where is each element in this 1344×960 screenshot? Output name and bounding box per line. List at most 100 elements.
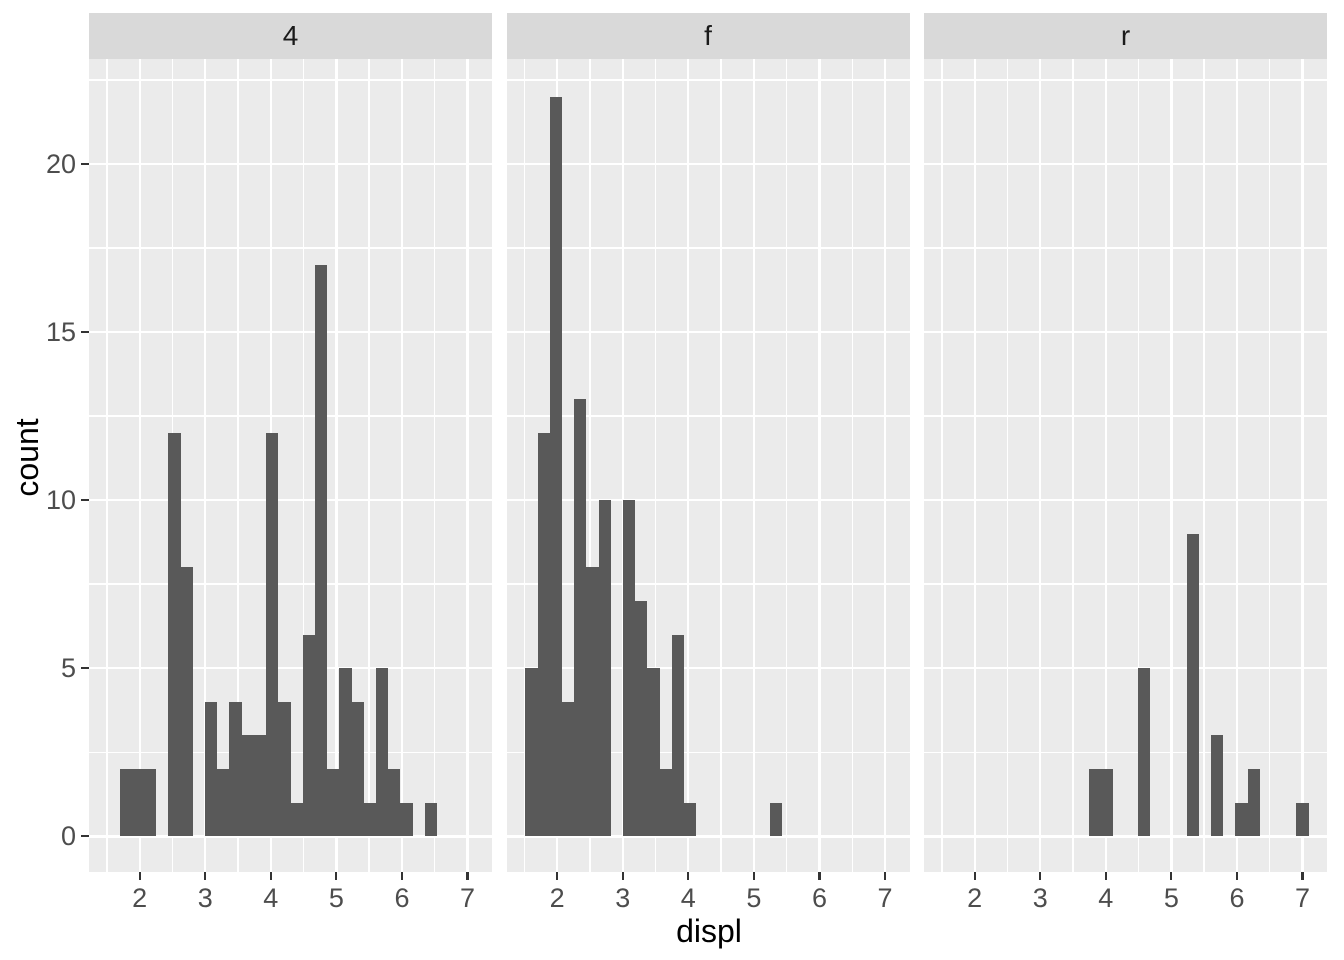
histogram-bar — [646, 668, 660, 836]
gridline-minor-x — [434, 59, 436, 872]
x-tick-mark — [883, 872, 887, 880]
histogram-bar — [634, 601, 647, 836]
x-tick-label: 7 — [877, 883, 893, 913]
y-tick-mark — [81, 330, 89, 334]
x-tick-label: 6 — [811, 883, 827, 913]
gridline-minor-y — [506, 583, 910, 585]
x-tick-label: 6 — [394, 883, 410, 913]
x-tick-mark — [1104, 872, 1107, 880]
gridline-minor-x — [368, 59, 370, 872]
histogram-bar — [364, 803, 376, 836]
gridline-major-x — [1301, 59, 1304, 872]
gridline-major-y — [924, 835, 1327, 838]
x-tick-mark — [818, 872, 821, 880]
gridline-minor-x — [302, 59, 305, 872]
x-tick-label: 6 — [1229, 883, 1245, 913]
y-tick-mark — [81, 667, 89, 670]
histogram-bar — [205, 702, 217, 836]
histogram-bar — [388, 769, 400, 836]
x-tick-label: 3 — [197, 883, 213, 913]
facet-panel — [924, 59, 1327, 872]
histogram-bar — [573, 399, 586, 836]
y-tick-mark — [81, 835, 89, 838]
x-tick-label: 5 — [328, 883, 344, 913]
histogram-bar — [181, 567, 193, 836]
histogram-bar — [598, 500, 611, 836]
gridline-minor-y — [89, 79, 492, 81]
histogram-bar — [376, 668, 388, 836]
histogram-bar — [278, 702, 291, 836]
facet-strip: f — [506, 13, 910, 59]
x-tick-label: 4 — [1098, 883, 1114, 913]
histogram-bar — [425, 803, 437, 836]
histogram-bar — [168, 433, 181, 836]
histogram-bar — [1187, 534, 1199, 836]
gridline-minor-y — [89, 247, 492, 249]
gridline-minor-y — [506, 79, 910, 81]
histogram-bar — [352, 702, 364, 836]
gridline-minor-x — [1269, 59, 1271, 872]
gridline-major-y — [89, 667, 492, 670]
gridline-major-y — [506, 330, 910, 334]
x-tick-label: 4 — [680, 883, 696, 913]
gridline-minor-y — [924, 583, 1327, 585]
gridline-major-x — [818, 59, 821, 872]
y-tick-label: 0 — [60, 821, 76, 852]
gridline-minor-x — [1006, 59, 1009, 872]
histogram-bar — [303, 635, 315, 836]
gridline-major-x — [1235, 59, 1239, 872]
x-tick-mark — [1235, 872, 1239, 880]
gridline-major-y — [506, 162, 910, 166]
histogram-bar — [132, 769, 144, 836]
gridline-minor-x — [237, 59, 239, 872]
gridline-minor-y — [924, 247, 1327, 249]
gridline-major-x — [1104, 59, 1107, 872]
gridline-minor-y — [506, 247, 910, 249]
x-tick-mark — [1039, 872, 1042, 880]
gridline-major-x — [138, 59, 141, 872]
y-tick-mark — [81, 499, 89, 502]
facet-strip: r — [924, 13, 1327, 59]
gridline-major-x — [752, 59, 756, 872]
gridline-minor-x — [106, 59, 108, 872]
gridline-minor-y — [506, 415, 910, 417]
histogram-bar — [1211, 735, 1223, 836]
gridline-major-x — [204, 59, 207, 872]
histogram-bar — [1101, 769, 1113, 836]
x-tick-mark — [1170, 872, 1173, 880]
gridline-minor-y — [89, 583, 492, 585]
gridline-major-x — [335, 59, 338, 872]
gridline-major-x — [400, 59, 404, 872]
histogram-bar — [120, 769, 132, 836]
x-tick-label: 3 — [615, 883, 631, 913]
gridline-minor-x — [785, 59, 788, 872]
gridline-major-y — [506, 835, 910, 838]
x-tick-mark — [269, 872, 272, 880]
histogram-bar — [549, 97, 562, 836]
histogram-bar — [144, 769, 156, 836]
histogram-bar — [266, 433, 278, 836]
histogram-bar — [561, 702, 574, 836]
x-tick-mark — [973, 872, 976, 880]
histogram-bar — [229, 702, 242, 836]
facet-strip-label: r — [1120, 20, 1131, 51]
histogram-bar — [1089, 769, 1101, 836]
facet-panel — [89, 59, 492, 872]
histogram-bar — [1296, 803, 1309, 836]
x-axis-title: displ — [676, 913, 742, 949]
gridline-major-y — [924, 162, 1327, 166]
x-tick-mark — [556, 872, 559, 880]
gridline-major-y — [924, 330, 1327, 334]
gridline-minor-y — [924, 415, 1327, 417]
x-tick-mark — [687, 872, 690, 880]
histogram-bar — [671, 635, 684, 836]
histogram-bar — [683, 803, 696, 836]
histogram-bar — [537, 433, 550, 836]
gridline-major-x — [1170, 59, 1173, 872]
x-tick-mark — [621, 872, 624, 880]
y-tick-label: 15 — [45, 317, 76, 348]
x-tick-label: 7 — [460, 883, 476, 913]
x-tick-label: 2 — [967, 883, 983, 913]
x-tick-mark — [466, 872, 469, 880]
